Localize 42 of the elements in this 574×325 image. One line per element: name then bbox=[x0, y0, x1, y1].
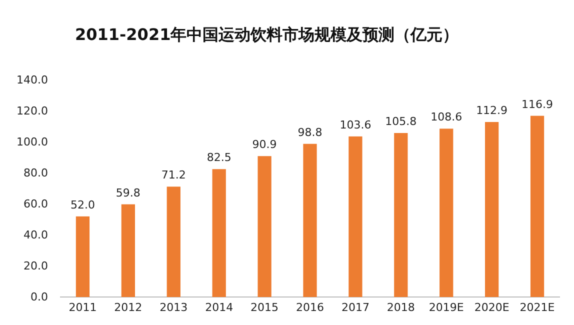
x-tick-label: 2013 bbox=[160, 301, 188, 314]
y-tick-label: 80.0 bbox=[24, 166, 48, 180]
bar bbox=[348, 136, 362, 297]
x-tick-label: 2020E bbox=[474, 301, 510, 314]
x-tick-label: 2019E bbox=[428, 301, 464, 314]
data-label: 71.2 bbox=[161, 168, 186, 182]
bar bbox=[485, 122, 499, 297]
bar bbox=[121, 204, 135, 297]
x-tick-label: 2012 bbox=[114, 301, 142, 314]
data-label: 112.9 bbox=[476, 104, 508, 118]
bar bbox=[394, 133, 408, 297]
y-tick-label: 0.0 bbox=[30, 290, 48, 304]
bar bbox=[212, 169, 226, 297]
bar bbox=[76, 216, 90, 297]
chart-title: 2011-2021年中国运动饮料市场规模及预测（亿元） bbox=[75, 25, 459, 44]
y-tick-label: 20.0 bbox=[24, 260, 48, 273]
bar bbox=[258, 156, 272, 297]
y-tick-label: 100.0 bbox=[16, 136, 48, 149]
data-label: 82.5 bbox=[206, 151, 232, 164]
x-tick-label: 2011 bbox=[68, 301, 97, 314]
y-tick-label: 140.0 bbox=[16, 74, 48, 87]
bar bbox=[530, 116, 544, 297]
data-label: 103.6 bbox=[340, 118, 372, 132]
data-label: 105.8 bbox=[385, 115, 417, 128]
bar bbox=[303, 144, 317, 297]
y-tick-label: 120.0 bbox=[16, 104, 48, 118]
x-tick-label: 2021E bbox=[520, 301, 555, 314]
data-label: 90.9 bbox=[252, 138, 277, 152]
x-tick-label: 2016 bbox=[296, 301, 324, 314]
y-tick-label: 40.0 bbox=[24, 228, 48, 242]
bar bbox=[440, 128, 454, 297]
y-tick-label: 60.0 bbox=[24, 198, 48, 211]
bar bbox=[166, 186, 180, 297]
data-label: 98.8 bbox=[298, 126, 322, 139]
data-label: 52.0 bbox=[70, 198, 95, 212]
x-tick-label: 2015 bbox=[250, 301, 279, 314]
data-label: 116.9 bbox=[522, 98, 554, 111]
x-tick-label: 2014 bbox=[205, 301, 234, 314]
x-tick-label: 2018 bbox=[386, 301, 415, 314]
x-tick-label: 2017 bbox=[341, 301, 370, 314]
data-label: 108.6 bbox=[430, 110, 462, 124]
data-label: 59.8 bbox=[116, 186, 140, 200]
